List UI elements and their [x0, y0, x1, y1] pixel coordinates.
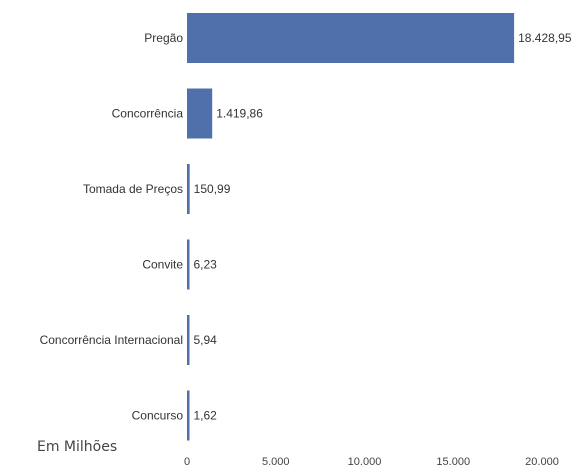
x-tick-label: 20.000 — [525, 456, 559, 468]
value-labels: 18.428,95 1.419,86 150,99 6,23 5,94 1,62 — [194, 31, 572, 423]
unit-label: Em Milhões — [37, 439, 117, 455]
x-tick-label: 0 — [184, 456, 190, 468]
category-label: Pregão — [144, 31, 183, 45]
category-label: Concorrência — [112, 107, 184, 121]
category-label: Tomada de Preços — [83, 182, 183, 196]
category-label: Concurso — [132, 409, 184, 423]
bar — [187, 390, 190, 441]
x-tick-label: 10.000 — [348, 456, 382, 468]
category-label: Concorrência Internacional — [40, 333, 183, 347]
bar — [187, 88, 213, 139]
bar — [187, 13, 515, 63]
value-label: 18.428,95 — [518, 31, 572, 45]
value-label: 1.419,86 — [216, 107, 263, 121]
value-label: 1,62 — [194, 409, 218, 423]
bar — [187, 239, 190, 290]
bar — [187, 315, 190, 365]
x-tick-label: 15.000 — [436, 456, 470, 468]
bars-layer — [187, 13, 515, 441]
value-label: 150,99 — [194, 182, 231, 196]
bar — [187, 164, 190, 214]
x-tick-label: 5.000 — [262, 456, 290, 468]
x-axis-tick-labels: 0 5.000 10.000 15.000 20.000 — [184, 456, 559, 468]
category-label: Convite — [142, 258, 183, 272]
value-label: 5,94 — [194, 333, 218, 347]
category-labels: Pregão Concorrência Tomada de Preços Convit… — [40, 31, 184, 423]
value-label: 6,23 — [194, 258, 218, 272]
